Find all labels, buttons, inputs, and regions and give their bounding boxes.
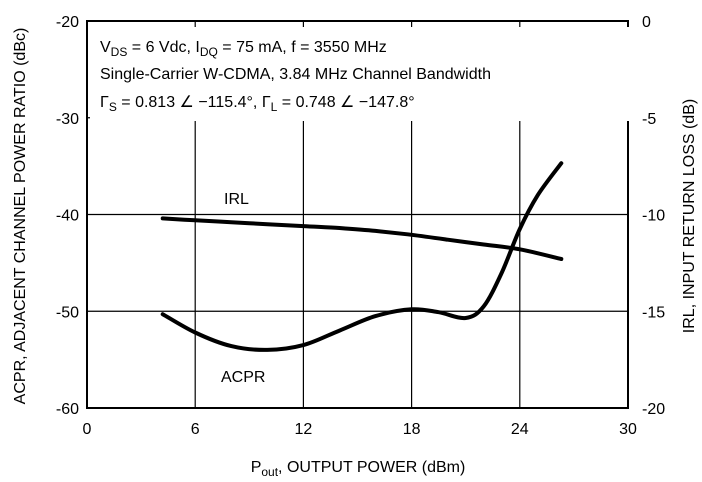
- annotation-v: V: [100, 39, 111, 56]
- y-right-tick-label: -20: [642, 401, 665, 418]
- annotation-ds-subscript: DS: [111, 45, 128, 59]
- annotation-line-2: Single-Carrier W-CDMA, 3.84 MHz Channel …: [100, 66, 491, 83]
- annotation-line-1: VDS = 6 Vdc, IDQ = 75 mA, f = 3550 MHz: [100, 39, 387, 59]
- annotation-gamma-l: Γ: [262, 94, 271, 111]
- series-line-irl: [160, 216, 564, 261]
- x-axis-label: Pout, OUTPUT POWER (dBm): [251, 459, 466, 479]
- series-label-irl: IRL: [224, 191, 249, 208]
- ticks: 0 6 12 18 24 30-60-50-40-30-20-20-15-10-50: [56, 14, 665, 438]
- y-axis-label-right: IRL, INPUT RETURN LOSS (dB): [681, 99, 698, 333]
- y-axis-label-left: ACPR, ADJACENT CHANNEL POWER RATIO (dBc): [12, 28, 29, 405]
- x-axis-label-subscript: out: [261, 465, 278, 479]
- x-tick-label: 12: [295, 421, 313, 438]
- y-left-tick-label: -30: [56, 111, 79, 128]
- y-right-tick-label: -15: [642, 304, 665, 321]
- x-axis-label-rest: , OUTPUT POWER (dBm): [278, 459, 465, 476]
- plot-frame: [86, 20, 629, 409]
- annotation-gamma-s-value: = 0.813 ∠ −115.4°,: [117, 94, 262, 111]
- y-right-tick-label: -5: [642, 111, 656, 128]
- y-left-tick-label: -60: [56, 401, 79, 418]
- y-left-tick-label: -50: [56, 304, 79, 321]
- annotation-dq-subscript: DQ: [200, 45, 218, 59]
- x-tick-label: 24: [511, 421, 529, 438]
- x-axis-label-p: P: [251, 459, 262, 476]
- annotation-background: [90, 27, 630, 121]
- series-group: [160, 161, 564, 352]
- y-right-tick-label: -10: [642, 208, 665, 225]
- series-label-acpr: ACPR: [221, 369, 265, 386]
- x-tick-label: 6: [191, 421, 200, 438]
- series-line-acpr: [160, 161, 564, 352]
- annotation-idq-value: = 75 mA, f = 3550 MHz: [218, 39, 387, 56]
- annotation-s-subscript: S: [109, 100, 117, 114]
- y-right-tick-label: 0: [642, 14, 651, 31]
- annotation-line-3: ΓS = 0.813 ∠ −115.4°, ΓL = 0.748 ∠ −147.…: [100, 94, 415, 114]
- x-tick-label: 30: [619, 421, 637, 438]
- y-left-tick-label: -20: [56, 14, 79, 31]
- annotation-vds-value: = 6 Vdc, I: [127, 39, 199, 56]
- y-left-tick-label: -40: [56, 208, 79, 225]
- annotation-l-subscript: L: [271, 100, 278, 114]
- x-tick-label: 18: [403, 421, 421, 438]
- annotation-gamma-l-value: = 0.748 ∠ −147.8°: [277, 94, 414, 111]
- annotation-gamma-s: Γ: [100, 94, 109, 111]
- x-tick-label: 0: [83, 421, 92, 438]
